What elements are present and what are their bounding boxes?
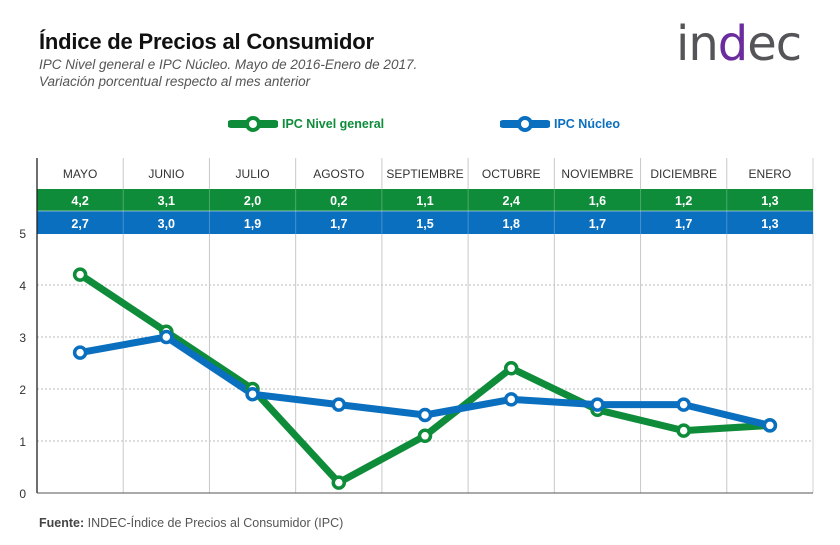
data-label: 3,1	[158, 194, 175, 208]
category-label: ENERO	[749, 167, 792, 181]
category-label: DICIEMBRE	[650, 167, 717, 181]
data-label: 1,1	[416, 194, 433, 208]
data-point-nucleo	[159, 329, 174, 345]
data-label: 1,5	[416, 217, 433, 231]
data-label: 2,7	[71, 217, 88, 231]
logo-text-end: ec	[747, 16, 802, 72]
data-label: 1,7	[675, 217, 692, 231]
data-label: 0,2	[330, 194, 347, 208]
data-label: 1,6	[589, 194, 606, 208]
data-point-nivel-general	[72, 267, 88, 282]
data-label: 1,3	[761, 217, 778, 231]
subtitle-line-2: Variación porcentual respecto al mes ant…	[39, 74, 311, 89]
legend-item-nucleo: IPC Núcleo	[500, 116, 620, 132]
data-point-nivel-general	[503, 360, 519, 376]
chart-title: Índice de Precios al Consumidor	[39, 29, 374, 54]
data-label: 4,2	[71, 194, 88, 208]
legend-label-nivel-general: IPC Nivel general	[282, 117, 385, 131]
band-nivel-general	[37, 189, 813, 211]
y-tick-label: 3	[19, 331, 26, 345]
data-label: 1,7	[330, 217, 347, 231]
data-point-nucleo	[590, 397, 605, 412]
source-text: INDEC-Índice de Precios al Consumidor (I…	[84, 516, 344, 530]
data-point-nucleo	[676, 397, 691, 412]
data-point-nucleo	[503, 392, 519, 407]
data-label: 3,0	[158, 217, 175, 231]
indec-logo: indec	[676, 16, 802, 72]
subtitle-line-1: IPC Nivel general e IPC Núcleo. Mayo de …	[39, 57, 418, 72]
y-tick-label: 5	[19, 227, 26, 241]
logo-text: in	[676, 16, 719, 72]
legend-marker-blue-icon	[500, 116, 550, 132]
chart-subtitle: IPC Nivel general e IPC Núcleo. Mayo de …	[39, 56, 417, 90]
data-label: 2,0	[244, 194, 261, 208]
legend-label-nucleo: IPC Núcleo	[554, 117, 620, 131]
band-nucleo	[37, 211, 813, 234]
series-line-nivel-general	[76, 271, 774, 487]
data-label: 1,3	[761, 194, 778, 208]
legend-item-nivel-general: IPC Nivel general	[228, 116, 384, 132]
category-label: JUNIO	[148, 167, 184, 181]
y-tick-label: 2	[19, 383, 26, 397]
category-label: NOVIEMBRE	[561, 167, 633, 181]
y-tick-label: 4	[19, 279, 26, 293]
data-point-nucleo	[331, 397, 347, 412]
category-label: MAYO	[63, 167, 97, 181]
legend-marker-green-icon	[228, 116, 278, 132]
y-tick-label: 1	[19, 435, 26, 449]
category-label: AGOSTO	[313, 167, 364, 181]
data-label: 1,7	[589, 217, 606, 231]
category-label: SEPTIEMBRE	[386, 167, 463, 181]
y-tick-label: 0	[19, 487, 26, 501]
data-label: 1,2	[675, 194, 692, 208]
data-label: 1,9	[244, 217, 261, 231]
category-label: OCTUBRE	[482, 167, 541, 181]
source-footer: Fuente: INDEC-Índice de Precios al Consu…	[39, 516, 343, 530]
data-point-nucleo	[417, 407, 433, 423]
data-point-nucleo	[762, 418, 778, 433]
source-label: Fuente:	[39, 516, 85, 530]
data-label: 2,4	[503, 194, 520, 208]
data-point-nivel-general	[676, 423, 691, 438]
category-label: JULIO	[236, 167, 270, 181]
data-point-nivel-general	[417, 428, 433, 444]
logo-text-d: d	[717, 16, 748, 72]
data-point-nucleo	[245, 386, 260, 402]
data-label: 1,8	[503, 217, 520, 231]
data-point-nivel-general	[331, 475, 347, 490]
data-point-nucleo	[72, 345, 88, 360]
